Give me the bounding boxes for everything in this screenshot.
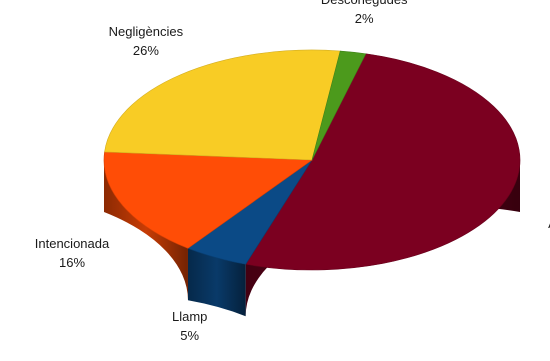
label-llamp: Llamp (172, 309, 207, 324)
slice-desconegudes (311, 50, 367, 161)
value-negligencies: 26% (133, 43, 159, 58)
slice-negligencies (104, 49, 341, 161)
slice-intencionada (103, 151, 313, 249)
label-desconegudes: Desconegudes (321, 0, 408, 7)
pie-tops (103, 49, 521, 271)
slice-side-llamp (187, 248, 246, 317)
pie-labels: Altres51%Llamp5%Intencionada16%Negligènc… (35, 0, 550, 343)
value-intencionada: 16% (59, 255, 85, 270)
slice-altres (245, 53, 521, 271)
value-desconegudes: 2% (355, 11, 374, 26)
label-intencionada: Intencionada (35, 236, 110, 251)
value-llamp: 5% (180, 328, 199, 343)
label-negligencies: Negligències (109, 24, 184, 39)
label-altres: Altres (548, 216, 550, 231)
